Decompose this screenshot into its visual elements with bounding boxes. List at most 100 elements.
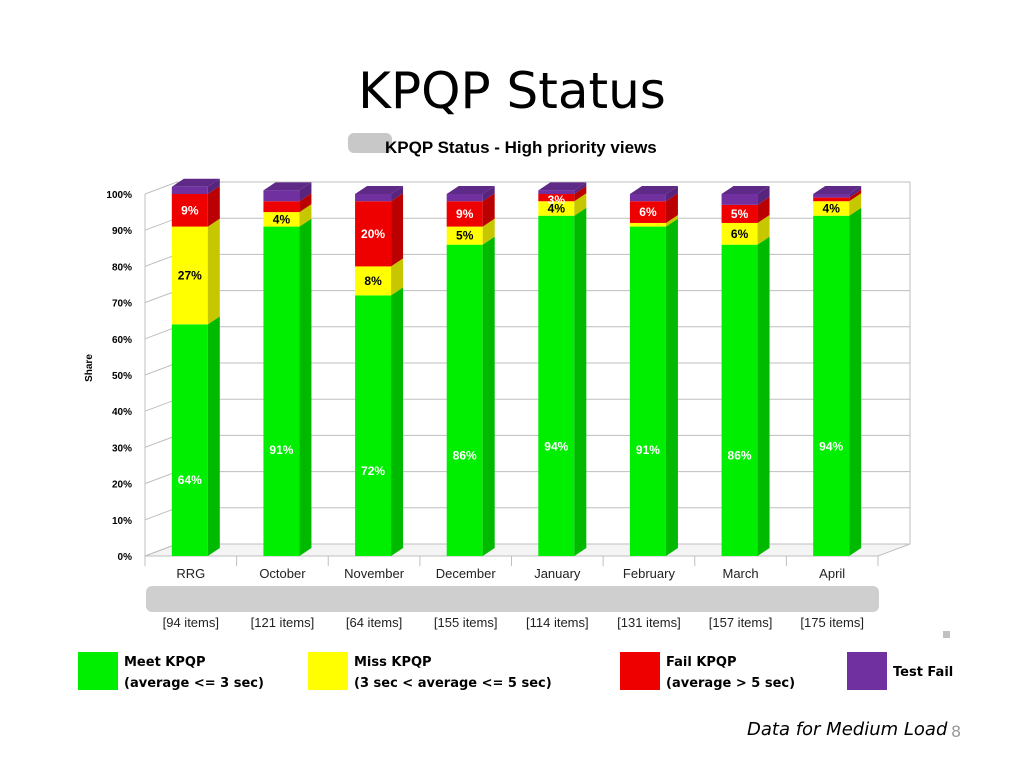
bar-segment-meet	[171, 324, 208, 556]
legend-miss-label: Miss KPQP	[354, 655, 432, 670]
data-label-miss: 4%	[823, 201, 841, 215]
gridline	[144, 181, 910, 195]
bar-segment-meet	[446, 244, 483, 556]
bar-side-testfail	[482, 186, 495, 202]
legend-meet-desc: (average <= 3 sec)	[124, 676, 264, 691]
bar-segment-meet	[721, 244, 758, 556]
y-axis-label: Share	[84, 354, 95, 382]
chart-floor	[144, 543, 911, 557]
bar-side-meet	[574, 207, 587, 556]
y-tick-label: 10%	[112, 516, 132, 527]
y-tick-label: 60%	[112, 335, 132, 346]
data-label-fail: 9%	[456, 207, 474, 221]
slide-title: KPQP Status	[358, 62, 666, 120]
x-category-label: February	[623, 566, 676, 581]
bar-segment-miss	[813, 201, 850, 216]
bar-top	[446, 186, 495, 194]
bar-segment-meet	[813, 215, 850, 556]
data-label-meet: 86%	[453, 448, 477, 462]
bar-side-meet	[665, 218, 678, 556]
bar-segment-meet	[629, 226, 666, 556]
x-category-label: March	[723, 566, 759, 581]
legend-fail-desc: (average > 5 sec)	[666, 676, 796, 691]
x-item-count: [175 items]	[800, 615, 864, 630]
legend-meet-label: Meet KPQP	[124, 655, 206, 670]
bar-segment-miss	[629, 222, 666, 227]
x-item-count: [121 items]	[251, 615, 315, 630]
bar-side-meet	[299, 218, 312, 556]
x-item-count: [94 items]	[163, 615, 219, 630]
bar-side-meet	[849, 207, 862, 556]
bar-segment-meet	[355, 295, 392, 556]
bar-side-fail	[482, 193, 495, 227]
bar-side-testfail	[391, 186, 404, 202]
bar-top	[629, 186, 678, 194]
legend-miss-swatch	[308, 652, 348, 690]
legend-miss-desc: (3 sec < average <= 5 sec)	[354, 676, 552, 691]
bar-side-fail	[849, 189, 862, 202]
bar-side-miss	[665, 214, 678, 227]
bar-segment-miss	[355, 266, 392, 296]
data-label-fail: 20%	[361, 227, 385, 241]
data-label-meet: 94%	[544, 440, 568, 454]
bar-side-testfail	[207, 178, 220, 194]
bar-segment-fail	[721, 204, 758, 223]
bar-side-miss	[391, 258, 404, 296]
data-label-meet: 91%	[269, 443, 293, 457]
x-category-label: RRG	[176, 566, 205, 581]
data-label-meet: 72%	[361, 464, 385, 478]
bar-segment-fail	[446, 201, 483, 227]
bar-segment-testfail	[171, 186, 208, 194]
y-tick-label: 70%	[112, 299, 132, 310]
bar-side-meet	[207, 316, 220, 556]
bar-side-miss	[574, 193, 587, 216]
bar-top	[813, 186, 862, 194]
bar-side-testfail	[574, 182, 587, 194]
bar-segment-fail	[813, 197, 850, 202]
x-category-label: April	[819, 566, 845, 581]
bar-segment-miss	[538, 201, 575, 216]
bar-top	[355, 186, 404, 194]
data-label-miss: 4%	[273, 212, 291, 226]
bar-side-miss	[299, 204, 312, 227]
y-tick-label: 80%	[112, 262, 132, 273]
x-category-label: October	[259, 566, 306, 581]
bar-top	[263, 182, 312, 191]
page-number: 8	[951, 722, 962, 741]
bar-segment-testfail	[355, 194, 392, 202]
bar-segment-testfail	[263, 190, 300, 202]
bar-segment-testfail	[721, 194, 758, 205]
bar-side-miss	[849, 193, 862, 216]
legend-testfail-swatch	[847, 652, 887, 690]
legend-fail-swatch	[620, 652, 660, 690]
bar-side-testfail	[849, 186, 862, 198]
bar-segment-meet	[263, 226, 300, 556]
bar-segment-testfail	[446, 194, 483, 202]
data-label-miss: 8%	[364, 274, 382, 288]
bar-side-testfail	[665, 186, 678, 202]
bar-segment-meet	[538, 215, 575, 556]
data-label-miss: 27%	[178, 268, 202, 282]
bar-side-fail	[665, 193, 678, 223]
bar-side-testfail	[299, 182, 312, 202]
y-tick-label: 20%	[112, 480, 132, 491]
x-item-count: [157 items]	[709, 615, 773, 630]
legend-testfail-label: Test Fail	[893, 665, 954, 680]
redacted-labels-bar	[146, 586, 879, 612]
bar-segment-testfail	[629, 194, 666, 202]
bar-segment-miss	[171, 226, 208, 325]
bar-side-meet	[482, 236, 495, 556]
data-label-fail: 6%	[639, 205, 657, 219]
decorative-square	[943, 631, 950, 638]
x-item-count: [64 items]	[346, 615, 402, 630]
legend-fail-label: Fail KPQP	[666, 655, 737, 670]
bar-segment-fail	[629, 201, 666, 223]
bar-side-meet	[757, 236, 770, 556]
bar-top	[171, 178, 220, 187]
y-tick-label: 40%	[112, 407, 132, 418]
bar-segment-miss	[721, 222, 758, 245]
bar-side-miss	[482, 218, 495, 245]
bar-segment-testfail	[813, 194, 850, 198]
bar-segment-fail	[171, 194, 208, 227]
bar-side-testfail	[757, 186, 770, 205]
